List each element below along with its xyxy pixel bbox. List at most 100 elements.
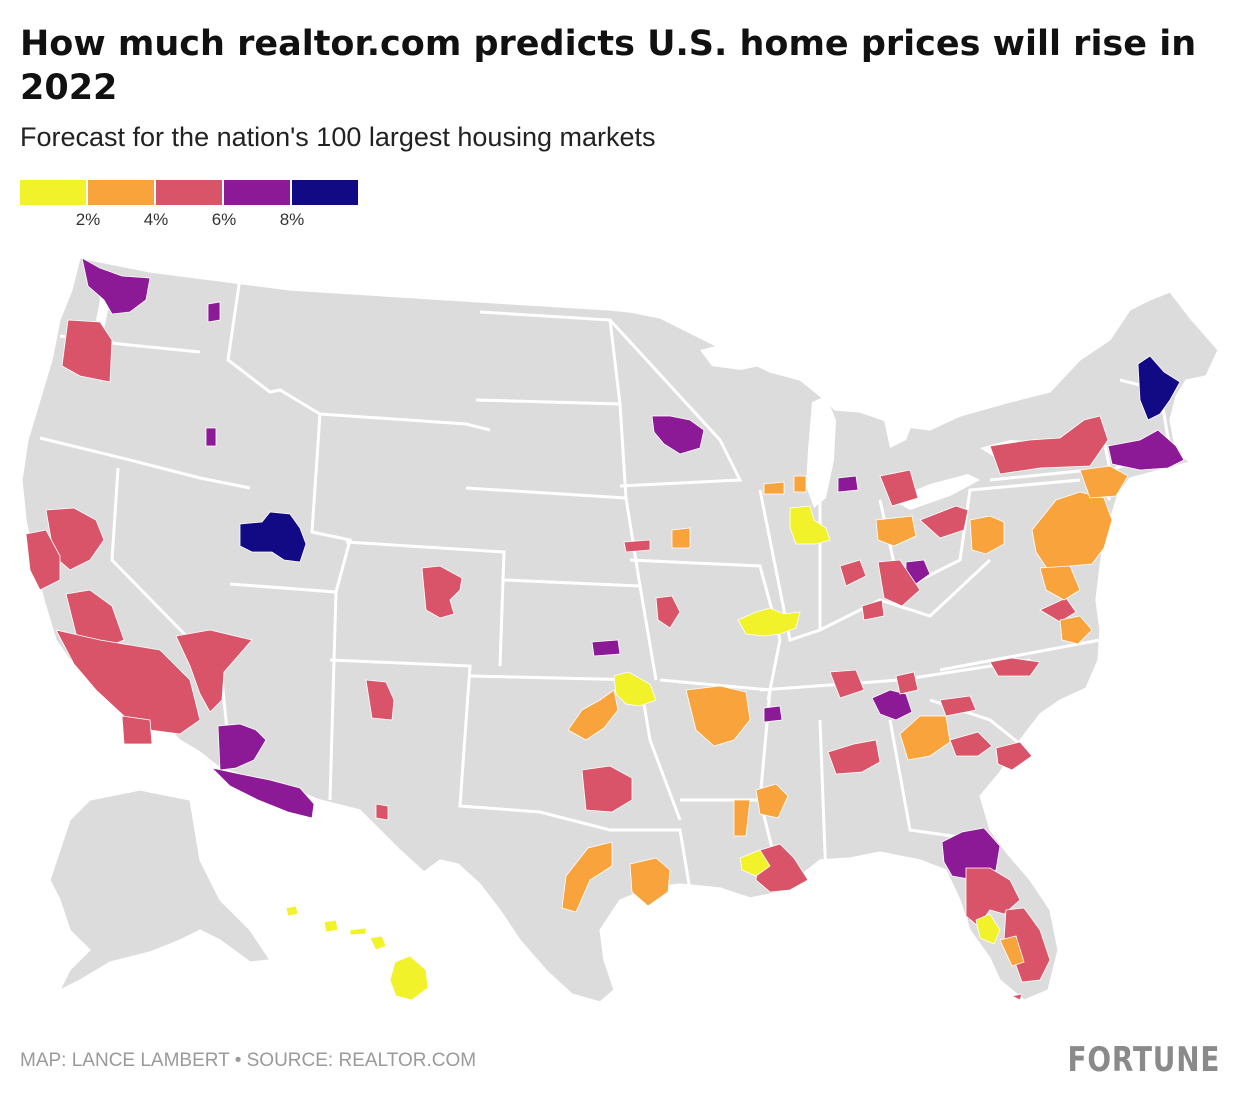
- metro-greensboro: [989, 657, 1041, 677]
- metro-key-west: [1010, 993, 1023, 1001]
- metro-atlanta: [899, 715, 951, 761]
- metro-lafayette: [739, 849, 771, 877]
- map-subtitle: Forecast for the nation's 100 largest ho…: [20, 122, 656, 152]
- lake-superior: [700, 338, 820, 370]
- metro-el-paso: [375, 803, 389, 821]
- legend-tick-6: 6%: [211, 210, 237, 229]
- metro-minneapolis: [651, 415, 705, 455]
- metro-tulsa: [567, 689, 619, 741]
- legend-swatch-1: [20, 180, 86, 205]
- map-credit: MAP: LANCE LAMBERT • SOURCE: REALTOR.COM: [20, 1050, 477, 1071]
- state-border-west: [39, 436, 251, 490]
- state-border-tx: [329, 658, 692, 891]
- metro-asheville: [939, 695, 977, 717]
- metro-tucson: [210, 767, 315, 819]
- legend-swatch-2: [88, 180, 154, 205]
- metro-seattle: [81, 257, 151, 315]
- metro-milwaukee: [793, 475, 807, 493]
- metro-louisville: [829, 669, 865, 699]
- state-border-co-wy: [319, 412, 491, 432]
- metro-maui: [369, 935, 387, 951]
- alaska: [49, 789, 272, 992]
- legend-tick-4: 4%: [143, 210, 169, 229]
- lake-michigan: [806, 396, 836, 508]
- metro-kansas-city: [655, 595, 681, 629]
- metro-austin: [561, 841, 613, 913]
- metro-birmingham: [827, 739, 881, 775]
- metro-oklahoma-city: [613, 671, 657, 707]
- metro-little-rock: [685, 685, 751, 747]
- metro-pittsburgh: [919, 505, 969, 539]
- metro-charlotte: [949, 731, 993, 757]
- base-land: [21, 257, 1219, 1003]
- metro-spokane: [207, 301, 221, 323]
- metro-des-moines: [671, 527, 691, 549]
- legend-tick-8: 8%: [279, 210, 305, 229]
- state-border-ms-al: [818, 719, 828, 881]
- metro-cleveland: [875, 515, 917, 547]
- metro-baltimore: [1039, 565, 1081, 601]
- state-border-nv-ca: [110, 467, 202, 652]
- metro-portland-me: [1137, 355, 1181, 421]
- metro-columbia-sc: [995, 741, 1033, 771]
- metro-areas: [25, 257, 1185, 1001]
- metro-omaha: [623, 539, 651, 553]
- metro-las-vegas: [175, 629, 253, 713]
- metro-indianapolis: [839, 559, 867, 587]
- metro-portland-or: [61, 319, 113, 383]
- metro-fort-myers: [999, 935, 1025, 967]
- metro-boston: [1107, 429, 1185, 471]
- metro-philly-nyc: [1031, 491, 1113, 587]
- metro-lexington: [861, 599, 885, 621]
- metro-cincinnati: [877, 559, 921, 607]
- metro-new-orleans: [755, 843, 809, 893]
- state-border-il-in: [758, 489, 822, 642]
- legend-swatch-5: [292, 180, 358, 205]
- metro-chicago: [789, 505, 831, 545]
- metro-memphis: [763, 705, 783, 723]
- metro-baton-rouge: [733, 799, 751, 837]
- metro-nashville: [871, 689, 913, 721]
- metro-orlando: [941, 827, 1001, 881]
- metro-richmond: [1039, 597, 1077, 623]
- legend-tick-2: 2%: [75, 210, 101, 229]
- state-border-mn: [608, 318, 743, 488]
- metro-harrisburg: [969, 515, 1005, 555]
- metro-hawaii-big-island: [389, 955, 429, 1001]
- legend-swatch-3: [156, 180, 222, 205]
- metro-lakeland: [975, 913, 1001, 945]
- lake-huron: [860, 368, 918, 448]
- metro-houston: [629, 857, 671, 907]
- map-title: How much realtor.com predicts U.S. home …: [20, 24, 1197, 108]
- metro-honolulu: [323, 919, 339, 933]
- metro-fresno: [65, 589, 125, 651]
- metro-dallas: [581, 765, 633, 813]
- metro-phoenix: [217, 723, 267, 771]
- metro-molokai: [349, 927, 367, 936]
- metro-jackson: [755, 783, 789, 819]
- state-border-ky-oh: [819, 558, 992, 632]
- color-legend: 2% 4% 6% 8%: [20, 180, 380, 230]
- lake-erie: [892, 474, 980, 510]
- metro-detroit: [879, 469, 919, 507]
- state-border-ut: [229, 413, 352, 594]
- metro-virginia-beach: [1059, 615, 1093, 645]
- metro-buffalo-rochester: [989, 415, 1109, 475]
- metro-madison: [763, 481, 785, 495]
- metro-sf-bay: [25, 529, 61, 591]
- metro-idaho-small: [205, 427, 217, 447]
- metro-kauai: [285, 905, 299, 917]
- state-border-ok: [469, 674, 682, 821]
- metro-st-louis-area: [737, 607, 801, 637]
- metro-hartford: [1079, 465, 1129, 499]
- contiguous-us-landmass: [21, 257, 1219, 1003]
- state-border-va-nc: [939, 638, 1101, 672]
- metro-boise: [239, 511, 307, 563]
- legend-swatch-4: [224, 180, 290, 205]
- fortune-logo: FORTUNE: [1067, 1040, 1220, 1080]
- metro-knoxville: [895, 671, 919, 695]
- state-border-oh-pa: [878, 478, 1081, 593]
- state-border-id-mt: [226, 277, 321, 416]
- state-border-nm: [328, 591, 338, 801]
- metro-denver: [421, 565, 463, 619]
